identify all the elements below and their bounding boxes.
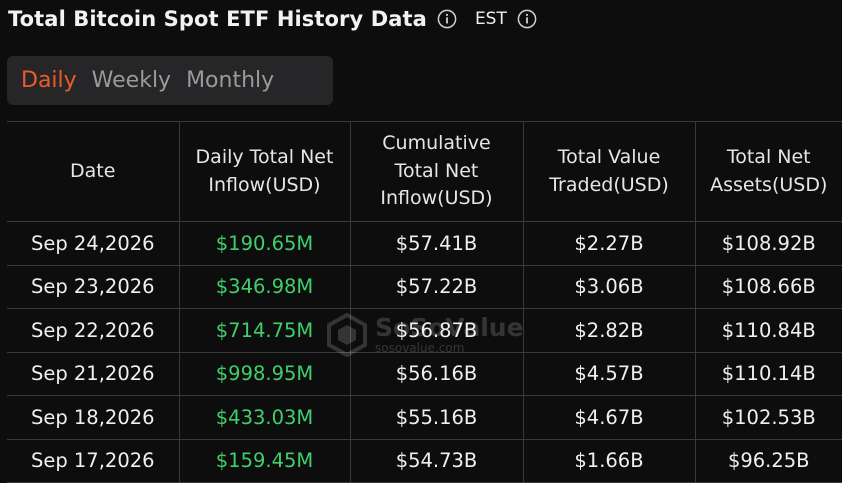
cell-daily-inflow: $159.45M (179, 439, 351, 483)
info-icon[interactable] (437, 9, 457, 29)
period-tabs: Daily Weekly Monthly (7, 56, 333, 105)
cell-net-assets: $108.92B (721, 231, 816, 255)
table-row: Sep 24,2026 $190.65M $57.41B $2.27B $108… (7, 221, 842, 265)
table-row: Sep 22,2026 $714.75M $56.87B $2.82B $110… (7, 308, 842, 352)
table-row: Sep 17,2026 $159.45M $54.73B $1.66B $96.… (7, 439, 842, 483)
column-header-date: Date (7, 121, 180, 222)
cell-date: Sep 21,2026 (7, 352, 180, 396)
cell-net-assets: $108.66B (721, 275, 816, 299)
tab-weekly[interactable]: Weekly (91, 68, 172, 93)
cell-cumulative-inflow: $56.87B (350, 308, 524, 352)
cell-date: Sep 23,2026 (7, 265, 180, 309)
cell-daily-inflow: $433.03M (179, 395, 351, 439)
cell-net-assets: $102.53B (721, 405, 816, 429)
table-row: Sep 23,2026 $346.98M $57.22B $3.06B $108… (7, 265, 842, 309)
page-title: Total Bitcoin Spot ETF History Data (8, 7, 427, 31)
cell-net-assets: $110.84B (721, 318, 816, 342)
etf-history-table: Date Daily Total Net Inflow(USD) Cumulat… (7, 121, 842, 483)
cell-cumulative-inflow: $56.16B (350, 352, 524, 396)
tab-daily[interactable]: Daily (21, 68, 77, 93)
cell-value-traded: $3.06B (523, 265, 696, 309)
table-row: Sep 18,2026 $433.03M $55.16B $4.67B $102… (7, 395, 842, 439)
cell-value-traded: $1.66B (523, 439, 696, 483)
cell-daily-inflow: $346.98M (179, 265, 351, 309)
table-header-row: Date Daily Total Net Inflow(USD) Cumulat… (7, 121, 842, 222)
table-row: Sep 21,2026 $998.95M $56.16B $4.57B $110… (7, 352, 842, 396)
cell-value-traded: $2.27B (523, 221, 696, 265)
timezone-info-icon[interactable] (517, 9, 537, 29)
header: Total Bitcoin Spot ETF History Data EST (8, 4, 537, 34)
column-header-cumulative-inflow: Cumulative Total Net Inflow(USD) (350, 121, 524, 222)
cell-net-assets: $110.14B (721, 362, 816, 386)
cell-value-traded: $2.82B (523, 308, 696, 352)
cell-daily-inflow: $998.95M (179, 352, 351, 396)
tab-monthly[interactable]: Monthly (186, 68, 275, 93)
cell-date: Sep 17,2026 (7, 439, 180, 483)
cell-value-traded: $4.57B (523, 352, 696, 396)
cell-value-traded: $4.67B (523, 395, 696, 439)
column-header-value-traded: Total Value Traded(USD) (523, 121, 696, 222)
cell-date: Sep 22,2026 (7, 308, 180, 352)
cell-date: Sep 24,2026 (7, 221, 180, 265)
cell-daily-inflow: $714.75M (179, 308, 351, 352)
column-header-daily-inflow: Daily Total Net Inflow(USD) (179, 121, 351, 222)
cell-cumulative-inflow: $57.41B (350, 221, 524, 265)
cell-cumulative-inflow: $55.16B (350, 395, 524, 439)
column-header-net-assets: Total Net Assets(USD) (710, 145, 828, 196)
cell-net-assets: $96.25B (727, 449, 810, 473)
cell-cumulative-inflow: $57.22B (350, 265, 524, 309)
cell-date: Sep 18,2026 (7, 395, 180, 439)
timezone-label: EST (474, 9, 507, 29)
cell-daily-inflow: $190.65M (179, 221, 351, 265)
cell-cumulative-inflow: $54.73B (350, 439, 524, 483)
